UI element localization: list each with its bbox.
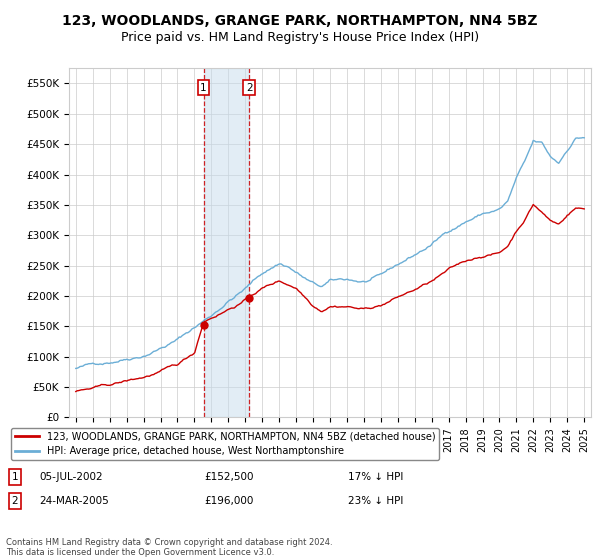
Text: 23% ↓ HPI: 23% ↓ HPI <box>348 496 403 506</box>
Text: 2: 2 <box>11 496 19 506</box>
Text: 1: 1 <box>200 83 207 93</box>
Text: 2: 2 <box>246 83 253 93</box>
Text: Price paid vs. HM Land Registry's House Price Index (HPI): Price paid vs. HM Land Registry's House … <box>121 31 479 44</box>
Text: £152,500: £152,500 <box>204 472 254 482</box>
Text: 24-MAR-2005: 24-MAR-2005 <box>39 496 109 506</box>
Text: £196,000: £196,000 <box>204 496 253 506</box>
Text: Contains HM Land Registry data © Crown copyright and database right 2024.
This d: Contains HM Land Registry data © Crown c… <box>6 538 332 557</box>
Text: 17% ↓ HPI: 17% ↓ HPI <box>348 472 403 482</box>
Bar <box>203 68 249 417</box>
Text: 05-JUL-2002: 05-JUL-2002 <box>39 472 103 482</box>
Legend: 123, WOODLANDS, GRANGE PARK, NORTHAMPTON, NN4 5BZ (detached house), HPI: Average: 123, WOODLANDS, GRANGE PARK, NORTHAMPTON… <box>11 428 439 460</box>
Text: 123, WOODLANDS, GRANGE PARK, NORTHAMPTON, NN4 5BZ: 123, WOODLANDS, GRANGE PARK, NORTHAMPTON… <box>62 14 538 28</box>
Text: 1: 1 <box>11 472 19 482</box>
